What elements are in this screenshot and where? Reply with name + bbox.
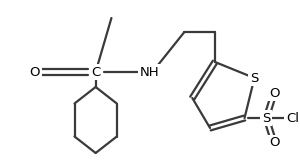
- Text: S: S: [262, 112, 270, 124]
- Text: Cl: Cl: [286, 112, 299, 124]
- Text: C: C: [91, 66, 100, 79]
- Text: O: O: [269, 136, 279, 150]
- Text: O: O: [29, 66, 40, 79]
- Text: S: S: [250, 72, 259, 84]
- Text: NH: NH: [140, 66, 160, 79]
- Text: O: O: [269, 86, 279, 99]
